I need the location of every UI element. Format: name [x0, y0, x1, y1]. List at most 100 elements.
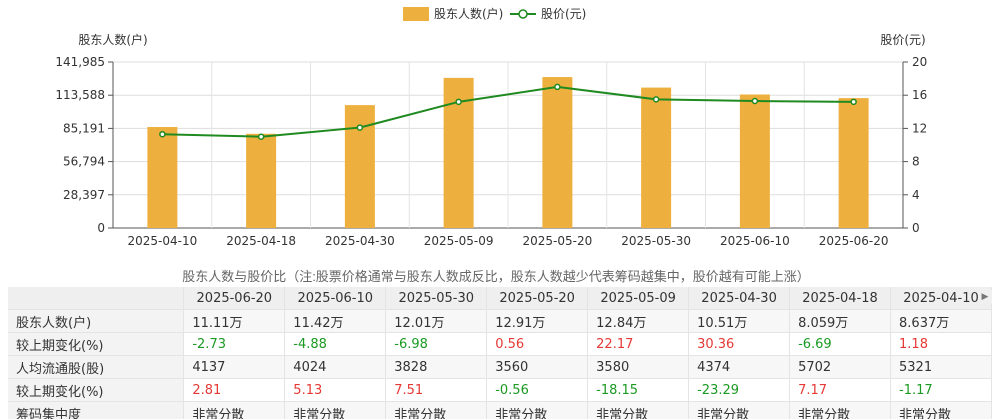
table-cell: 0.56 [486, 332, 589, 356]
left-tick-label: 113,588 [55, 88, 105, 102]
right-tick-label: 0 [912, 221, 920, 235]
x-tick-label: 2025-04-18 [226, 234, 296, 248]
table-cell: 10.51万 [688, 309, 791, 333]
x-tick-label: 2025-04-30 [325, 234, 395, 248]
table-cell: 11.42万 [284, 309, 387, 333]
price-point [455, 98, 462, 106]
bar [641, 87, 672, 228]
left-tick-label: 141,985 [55, 55, 105, 69]
left-tick-label: 56,794 [63, 155, 105, 169]
bar [147, 127, 178, 228]
table-cell: 12.01万 [385, 309, 488, 333]
x-tick-label: 2025-05-09 [424, 234, 494, 248]
bar [344, 105, 375, 228]
table-cell: 非常分散 [385, 401, 488, 419]
table-cell: 12.84万 [587, 309, 690, 333]
table-cell: 12.91万 [486, 309, 589, 333]
shareholder-table: 2025-06-20 2025-06-10 2025-05-30 2025-05-20… [8, 287, 992, 419]
table-row-header: 人均流通股(股) [8, 355, 185, 379]
table-header-row: 2025-06-20 2025-06-10 2025-05-30 2025-05-20… [8, 287, 992, 310]
table-cell: 4374 [688, 355, 791, 379]
right-tick-label: 12 [912, 121, 927, 135]
price-point [159, 130, 166, 138]
legend-swatch-marker [518, 9, 528, 19]
table-row: 人均流通股(股) 4137 4024 3828 3560 3580 4374 5702 5321 [8, 355, 992, 379]
table-column-header: 2025-05-30 [385, 287, 488, 310]
right-tick-label: 4 [912, 188, 920, 202]
data-table-container: 2025-06-20 2025-06-10 2025-05-30 2025-05-20… [8, 287, 992, 419]
table-cell: 3560 [486, 355, 589, 379]
table-row: 筹码集中度 非常分散 非常分散 非常分散 非常分散 非常分散 非常分散 非常分散 非常分散 [8, 401, 992, 419]
table-cell: -23.29 [688, 378, 791, 402]
price-point [652, 96, 660, 103]
left-axis-title: 股东人数(户) [78, 32, 147, 47]
table-cell: 4137 [183, 355, 286, 379]
x-tick-label: 2025-05-30 [621, 234, 691, 248]
table-cell: 30.36 [688, 332, 791, 356]
x-tick-label: 2025-06-10 [720, 234, 790, 248]
table-cell: -1.17 [890, 378, 992, 402]
price-point [257, 133, 265, 140]
table-cell: 22.17 [587, 332, 690, 356]
table-cell: -6.98 [385, 332, 488, 356]
table-column-header: 2025-06-10 [284, 287, 387, 310]
legend-swatch-bar [403, 7, 429, 21]
chart-caption: 股东人数与股价比（注:股票价格通常与股东人数成反比，股东人数越少代表筹码越集中，… [182, 269, 810, 284]
table-cell: 8.637万 [890, 309, 992, 333]
table-cell: 非常分散 [284, 401, 387, 419]
price-point [356, 124, 364, 131]
table-cell: 8.059万 [789, 309, 892, 333]
table-cell: -2.73 [183, 332, 286, 356]
table-cell: 非常分散 [789, 401, 892, 419]
scroll-right-icon[interactable]: ▶ [978, 290, 992, 304]
table-row-header: 较上期变化(%) [8, 332, 185, 356]
table-row-header: 较上期变化(%) [8, 378, 185, 402]
price-point [554, 83, 561, 91]
table-row: 股东人数(户) 11.11万 11.42万 12.01万 12.91万 12.84万 10.… [8, 309, 992, 333]
table-cell: 非常分散 [183, 401, 286, 419]
bar [739, 94, 770, 228]
table-cell: -0.56 [486, 378, 589, 402]
table-column-header: 2025-04-30 [688, 287, 791, 310]
table-cell: 7.17 [789, 378, 892, 402]
x-tick-label: 2025-06-20 [819, 234, 889, 248]
table-column-header: 2025-04-10 [890, 287, 992, 310]
table-row: 较上期变化(%) -2.73 -4.88 -6.98 0.56 22.17 30.36 -6.… [8, 332, 992, 356]
legend-label-shareholders: 股东人数(户) [434, 6, 503, 21]
left-tick-label: 0 [97, 221, 105, 235]
table-cell: 5702 [789, 355, 892, 379]
right-tick-label: 16 [912, 88, 927, 102]
table-cell: -4.88 [284, 332, 387, 356]
table-cell: 4024 [284, 355, 387, 379]
bar [838, 98, 869, 228]
x-tick-label: 2025-04-10 [128, 234, 198, 248]
table-cell: -6.69 [789, 332, 892, 356]
table-cell: 11.11万 [183, 309, 286, 333]
table-cell: 2.81 [183, 378, 286, 402]
x-tick-label: 2025-05-20 [523, 234, 593, 248]
right-axis-title: 股价(元) [880, 33, 925, 47]
table-row-header: 股东人数(户) [8, 309, 185, 333]
table-column-header: 2025-04-18 [789, 287, 892, 310]
table-cell: 非常分散 [890, 401, 992, 419]
table-column-header: 2025-05-09 [587, 287, 690, 310]
left-tick-label: 28,397 [63, 188, 105, 202]
bar [246, 133, 277, 228]
table-cell: 5321 [890, 355, 992, 379]
right-tick-label: 8 [912, 155, 920, 169]
table-row: 较上期变化(%) 2.81 5.13 7.51 -0.56 -18.15 -23.29 7.1… [8, 378, 992, 402]
price-point [751, 97, 759, 105]
table-cell: 3580 [587, 355, 690, 379]
table-cell: -18.15 [587, 378, 690, 402]
price-line [162, 85, 854, 138]
bar [542, 77, 573, 229]
table-row-header: 筹码集中度 [8, 401, 185, 419]
table-column-header: 2025-06-20 [183, 287, 286, 310]
price-point [850, 98, 857, 106]
table-corner [8, 287, 185, 310]
table-cell: 7.51 [385, 378, 488, 402]
left-tick-label: 85,191 [63, 121, 105, 135]
table-column-header: 2025-05-20 [486, 287, 589, 310]
table-cell: 非常分散 [587, 401, 690, 419]
shareholder-price-chart: 0 28,397 56,794 85,191 113,588 141,985 0 4 8 12 16… [55, 6, 927, 248]
